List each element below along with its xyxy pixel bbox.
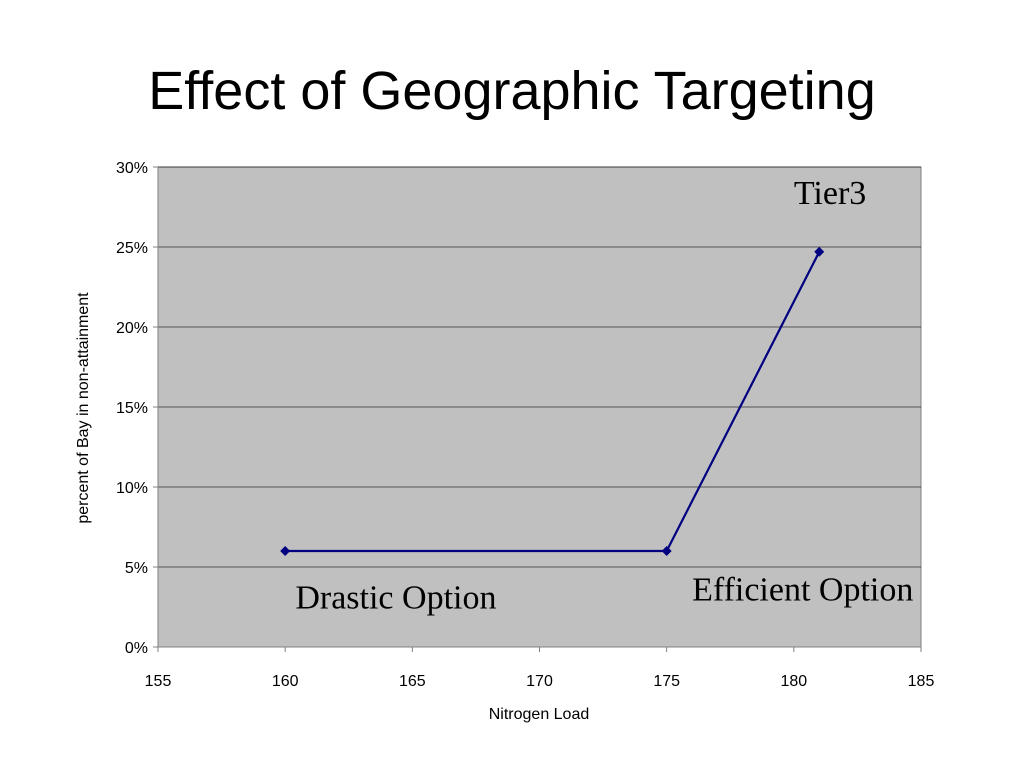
annotation-label: Tier3 [794,175,866,212]
y-tick-label: 0% [125,640,148,657]
x-tick-label: 160 [272,673,299,690]
slide-title: Effect of Geographic Targeting [148,61,876,121]
x-tick-label: 185 [908,673,935,690]
x-tick-label: 155 [145,673,172,690]
x-tick-label: 180 [780,673,807,690]
y-tick-label: 5% [125,560,148,577]
y-tick-label: 20% [116,320,148,337]
data-point [280,546,291,556]
annotation-label: Drastic Option [295,580,496,617]
y-axis-label: percent of Bay in non-attainment [75,292,92,524]
y-tick-label: 25% [116,240,148,257]
x-tick-label: 165 [399,673,426,690]
y-tick-label: 30% [116,160,148,177]
data-point [814,246,825,257]
x-tick-label: 175 [653,673,680,690]
data-point [661,546,672,556]
y-tick-label: 10% [116,480,148,497]
x-tick-label: 170 [526,673,553,690]
x-axis-label: Nitrogen Load [489,706,590,723]
annotation-label: Efficient Option [692,572,913,609]
y-tick-label: 15% [116,400,148,417]
